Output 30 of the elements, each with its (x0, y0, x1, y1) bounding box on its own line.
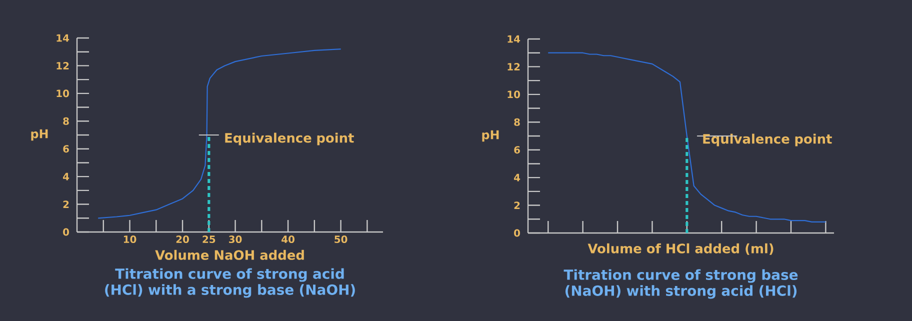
x-tick-label: 10 (124, 236, 136, 244)
x-axis-title: Volume of HCl added (ml) (588, 243, 774, 255)
y-tick-label: 2 (514, 202, 520, 209)
text: Titration curve of strong acid (HCl) with a strong base (NaOH) (105, 268, 355, 298)
y-tick-label: 14 (56, 34, 70, 42)
y-tick-label: 6 (514, 146, 520, 154)
y-tick-label: 0 (514, 229, 520, 237)
y-tick-label: 2 (63, 200, 69, 208)
x-tick-label: 40 (282, 236, 294, 244)
y-axis-title: pH (482, 130, 499, 142)
y-tick-label: 4 (514, 174, 520, 182)
y-tick-label: 6 (63, 145, 69, 153)
x-tick-label: 50 (334, 236, 348, 244)
y-tick-label: 12 (508, 63, 520, 70)
x-tick-label: 25 (202, 236, 216, 244)
y-tick-label: 10 (56, 90, 70, 98)
y-tick-label: 0 (63, 228, 70, 236)
annotation: Equivalence point (703, 134, 832, 146)
y-tick-label: 10 (508, 90, 520, 98)
text: Titration curve of strong base (NaOH) with strong acid (HCl) (564, 269, 798, 299)
x-tick-label: 20 (176, 236, 189, 244)
y-tick-label: 8 (63, 117, 69, 125)
y-tick-label: 12 (56, 62, 69, 70)
x-tick-label: 30 (229, 236, 242, 244)
y-tick-label: 14 (508, 35, 520, 43)
annotation: Equivalence point (225, 132, 354, 146)
y-tick-label: 4 (63, 172, 70, 180)
y-axis-title: pH (31, 129, 48, 141)
y-tick-label: 8 (514, 118, 520, 126)
x-axis-title: Volume NaOH added (155, 250, 304, 260)
